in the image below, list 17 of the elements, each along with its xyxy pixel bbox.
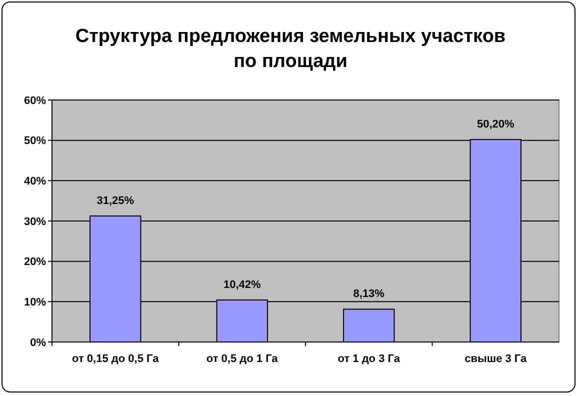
bar bbox=[343, 308, 395, 342]
data-label: 50,20% bbox=[476, 118, 514, 131]
y-tick-label: 30% bbox=[24, 216, 46, 228]
data-label: 8,13% bbox=[353, 288, 385, 300]
y-tick-label: 0% bbox=[30, 336, 46, 349]
x-tick-label: от 0,15 до 0,5 Га bbox=[72, 353, 160, 365]
y-tick-label: 50% bbox=[24, 135, 46, 148]
x-tick-label: от 1 до 3 Га bbox=[338, 353, 401, 365]
y-tick-label: 60% bbox=[24, 94, 46, 107]
x-tick-label: от 0,5 до 1 Га bbox=[206, 353, 279, 365]
y-tick-label: 20% bbox=[24, 256, 46, 268]
chart-title: Структура предложения земельных участков по площади bbox=[75, 26, 506, 72]
y-tick-label: 40% bbox=[24, 176, 46, 188]
x-tick-label: свыше 3 Га bbox=[464, 353, 528, 365]
data-label: 10,42% bbox=[223, 278, 261, 291]
y-tick-label: 10% bbox=[24, 296, 46, 309]
data-label: 31,25% bbox=[96, 194, 134, 207]
